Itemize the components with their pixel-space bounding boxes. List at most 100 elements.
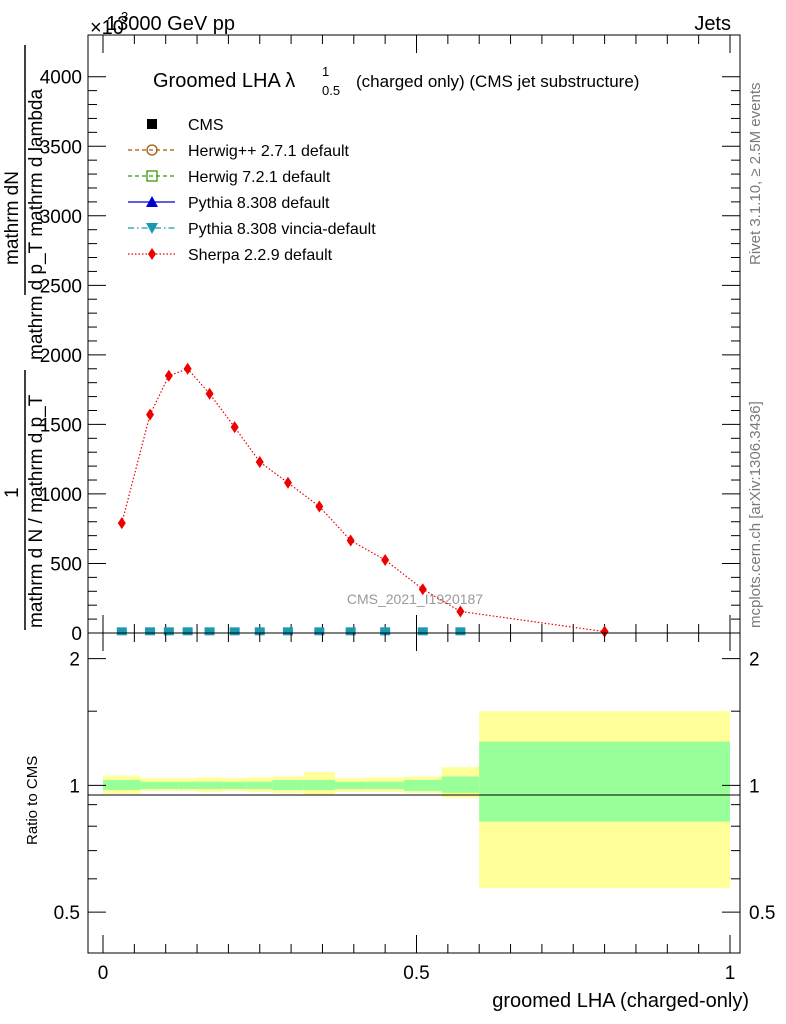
- cms-point: [455, 627, 466, 636]
- sherpa-point: [205, 387, 214, 400]
- stat-uncertainty-band: [222, 781, 248, 790]
- legend-label: CMS: [188, 117, 224, 134]
- legend-label: Pythia 8.308 vincia-default: [188, 221, 376, 238]
- stat-uncertainty-band: [247, 781, 273, 790]
- energy-label: 13000 GeV pp: [106, 13, 235, 35]
- sherpa-point: [146, 408, 155, 421]
- legend-entry: Pythia 8.308 default: [128, 195, 330, 212]
- legend-label: Herwig 7.2.1 default: [188, 169, 331, 186]
- exponent-power: 3: [121, 9, 128, 24]
- sherpa-point: [117, 517, 126, 530]
- ylabel-numerator: mathrm dN: [2, 171, 23, 265]
- cms-point: [204, 627, 215, 636]
- stat-uncertainty-band: [334, 781, 367, 790]
- main-y-axis: 0 500 1000 1500 2000 2500 3000 3500 4000: [40, 68, 740, 645]
- cms-point: [182, 627, 193, 636]
- y-tick-label: 2500: [40, 276, 82, 297]
- title-main: Groomed LHA λ: [153, 70, 295, 92]
- stat-uncertainty-band: [403, 779, 442, 791]
- process-label: Jets: [694, 13, 731, 35]
- legend-entry: Pythia 8.308 vincia-default: [128, 221, 376, 238]
- legend-label: Herwig++ 2.7.1 default: [188, 143, 350, 160]
- plot-title: Groomed LHA λ 1 0.5 (charged only) (CMS …: [153, 64, 639, 98]
- stat-uncertainty-band: [366, 781, 404, 790]
- legend-entry: CMS: [147, 117, 224, 134]
- legend-entry: Herwig++ 2.7.1 default: [128, 143, 350, 160]
- mcplots-label: mcplots.cern.ch [arXiv:1306.3436]: [747, 401, 764, 628]
- x-axis-label: groomed LHA (charged-only): [492, 990, 749, 1012]
- sherpa-point: [164, 369, 173, 382]
- ratio-ylabel: Ratio to CMS: [24, 756, 41, 845]
- sherpa-point: [418, 583, 427, 596]
- ratio-y-tick-label: 2: [69, 650, 80, 671]
- legend: CMS Herwig++ 2.7.1 default Herwig 7.2.1 de…: [128, 117, 376, 264]
- exponent-label: ×10 3: [90, 9, 128, 39]
- ratio-y-tick-label-right: 1: [749, 776, 760, 797]
- watermark: CMS_2021_I1920187: [347, 591, 483, 607]
- y-tick-label: 0: [71, 624, 82, 645]
- ratio-bands: [103, 711, 730, 889]
- cms-point: [345, 627, 356, 636]
- ylabel-prefix-numerator: 1: [2, 487, 23, 498]
- sherpa-point: [183, 362, 192, 375]
- y-tick-label: 1000: [40, 485, 82, 506]
- x-tick-label: 1: [725, 963, 736, 984]
- cms-point: [380, 627, 391, 636]
- sherpa-point: [346, 534, 355, 547]
- stat-uncertainty-band: [197, 781, 223, 790]
- sherpa-point: [283, 476, 292, 489]
- main-plot-frame: [87, 34, 741, 634]
- rivet-label: Rivet 3.1.10, ≥ 2.5M events: [747, 83, 764, 266]
- main-data-series: [116, 362, 609, 638]
- legend-marker: [148, 248, 156, 260]
- stat-uncertainty-band: [103, 779, 141, 791]
- cms-point: [417, 627, 428, 636]
- main-ylabel: mathrm dN mathrm d p_T mathrm d lambda 1…: [2, 45, 47, 630]
- title-superscript: 1: [322, 64, 329, 79]
- y-tick-label: 3500: [40, 137, 82, 158]
- legend-marker: [147, 119, 157, 129]
- legend-marker: [146, 170, 158, 182]
- cms-point: [282, 627, 293, 636]
- legend-label: Sherpa 2.2.9 default: [188, 247, 333, 264]
- title-subtitle: (charged only) (CMS jet substructure): [356, 72, 639, 91]
- cms-point: [229, 627, 240, 636]
- sherpa-point: [600, 625, 609, 638]
- y-tick-label: 3000: [40, 207, 82, 228]
- stat-uncertainty-band: [479, 741, 730, 822]
- ratio-y-tick-label: 1: [69, 776, 80, 797]
- x-tick-label: 0.5: [403, 963, 429, 984]
- y-tick-label: 1500: [40, 415, 82, 436]
- cms-point: [145, 627, 156, 636]
- stat-uncertainty-band: [140, 781, 160, 790]
- sherpa-point: [255, 455, 264, 468]
- cms-point: [163, 627, 174, 636]
- legend-entry: Herwig 7.2.1 default: [128, 169, 331, 186]
- sherpa-point: [230, 421, 239, 434]
- exponent-base: ×10: [90, 17, 124, 39]
- title-subscript: 0.5: [322, 83, 340, 98]
- cms-point: [116, 627, 127, 636]
- stat-uncertainty-band: [178, 781, 198, 790]
- stat-uncertainty-band: [441, 776, 480, 793]
- sherpa-point: [456, 605, 465, 618]
- ylabel-denominator: mathrm d p_T mathrm d lambda: [26, 89, 47, 360]
- cms-point: [254, 627, 265, 636]
- stat-uncertainty-band: [272, 779, 304, 791]
- y-tick-label: 500: [50, 554, 82, 575]
- legend-label: Pythia 8.308 default: [188, 195, 330, 212]
- ratio-y-axis: 0.5 0.5 1 1 2 2: [54, 650, 776, 925]
- legend-marker: [146, 144, 158, 156]
- y-tick-label: 4000: [40, 68, 82, 89]
- ratio-y-tick-label-right: 2: [749, 650, 760, 671]
- ratio-plot-frame: [87, 632, 741, 954]
- stat-uncertainty-band: [159, 781, 179, 790]
- legend-marker: [146, 223, 158, 234]
- sherpa-point: [315, 500, 324, 513]
- legend-marker: [146, 196, 158, 207]
- stat-uncertainty-band: [303, 779, 335, 791]
- legend-entry: Sherpa 2.2.9 default: [128, 247, 333, 264]
- ratio-y-tick-label: 0.5: [54, 903, 80, 924]
- sherpa-point: [381, 553, 390, 566]
